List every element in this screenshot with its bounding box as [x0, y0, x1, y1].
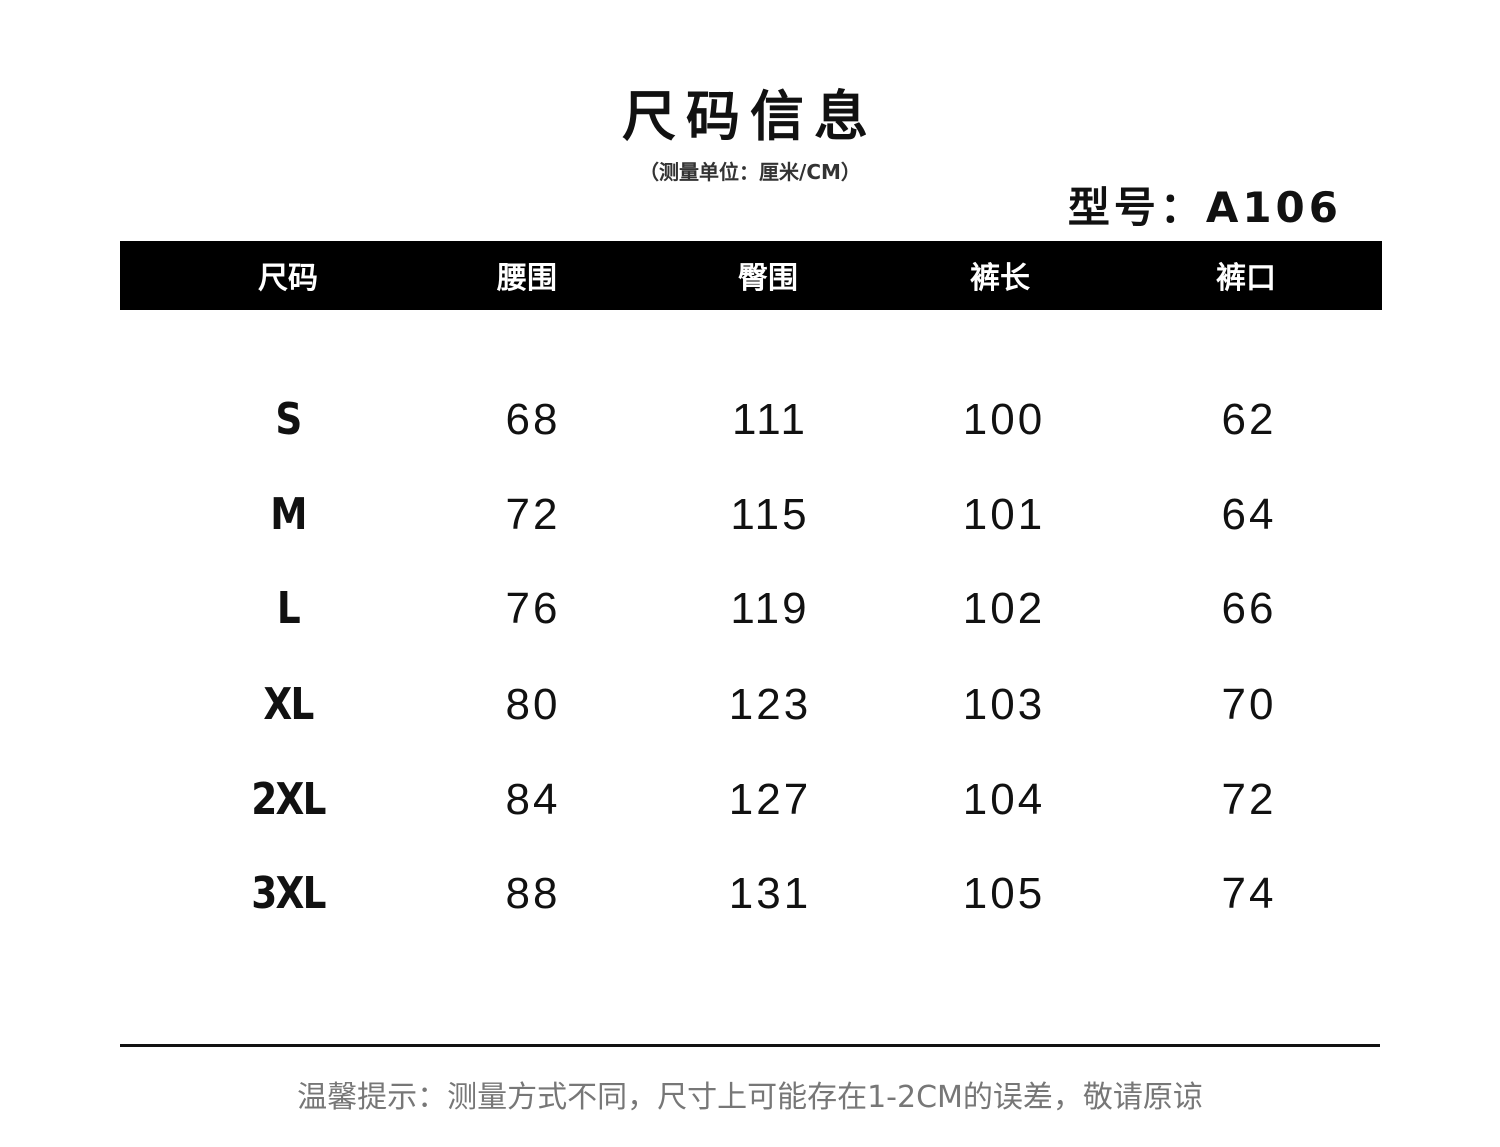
footer-note: 温馨提示：测量方式不同，尺寸上可能存在1-2CM的误差，敬请原谅	[297, 1080, 1203, 1115]
cell-hip: 123	[728, 680, 812, 729]
cell-hip: 127	[728, 775, 812, 824]
cell-length: 105	[962, 869, 1046, 918]
cell-hip: 131	[728, 869, 812, 918]
cell-length: 104	[962, 775, 1046, 824]
cell-leg-opening: 74	[1221, 869, 1277, 918]
cell-waist: 76	[505, 584, 561, 633]
cell-waist: 88	[505, 869, 561, 918]
header-leg-opening: 裤口	[1216, 261, 1276, 296]
cell-size: M	[270, 489, 307, 540]
cell-hip: 111	[732, 395, 808, 444]
table-row: XL 80 123 103 70	[0, 675, 1500, 735]
table-row: L 76 119 102 66	[0, 579, 1500, 639]
cell-size: L	[276, 583, 301, 634]
cell-hip: 115	[730, 490, 810, 539]
table-row: 2XL 84 127 104 72	[0, 770, 1500, 830]
header-hip: 臀围	[738, 261, 798, 296]
cell-leg-opening: 62	[1221, 395, 1277, 444]
cell-size: XL	[263, 679, 314, 730]
header-size: 尺码	[258, 261, 318, 296]
cell-length: 103	[962, 680, 1046, 729]
table-row: 3XL 88 131 105 74	[0, 864, 1500, 924]
cell-hip: 119	[730, 584, 810, 633]
cell-leg-opening: 66	[1221, 584, 1277, 633]
cell-size: 2XL	[251, 774, 326, 825]
cell-waist: 72	[505, 490, 561, 539]
cell-size: 3XL	[251, 868, 326, 919]
cell-leg-opening: 72	[1221, 775, 1277, 824]
header-waist: 腰围	[497, 261, 557, 296]
table-row: M 72 115 101 64	[0, 485, 1500, 545]
cell-waist: 68	[505, 395, 561, 444]
cell-leg-opening: 70	[1221, 680, 1277, 729]
table-row: S 68 111 100 62	[0, 390, 1500, 450]
header-length: 裤长	[970, 261, 1030, 296]
cell-length: 101	[962, 490, 1046, 539]
cell-length: 102	[962, 584, 1046, 633]
cell-waist: 84	[505, 775, 561, 824]
cell-leg-opening: 64	[1221, 490, 1277, 539]
table-header: 尺码 腰围 臀围 裤长 裤口	[120, 241, 1382, 310]
page-title: 尺码信息	[622, 85, 878, 148]
unit-subtitle: （测量单位：厘米/CM）	[639, 160, 861, 184]
model-number: 型号：A106	[1067, 183, 1342, 232]
cell-waist: 80	[505, 680, 561, 729]
cell-size: S	[275, 394, 302, 445]
cell-length: 100	[962, 395, 1046, 444]
divider	[120, 1044, 1380, 1047]
